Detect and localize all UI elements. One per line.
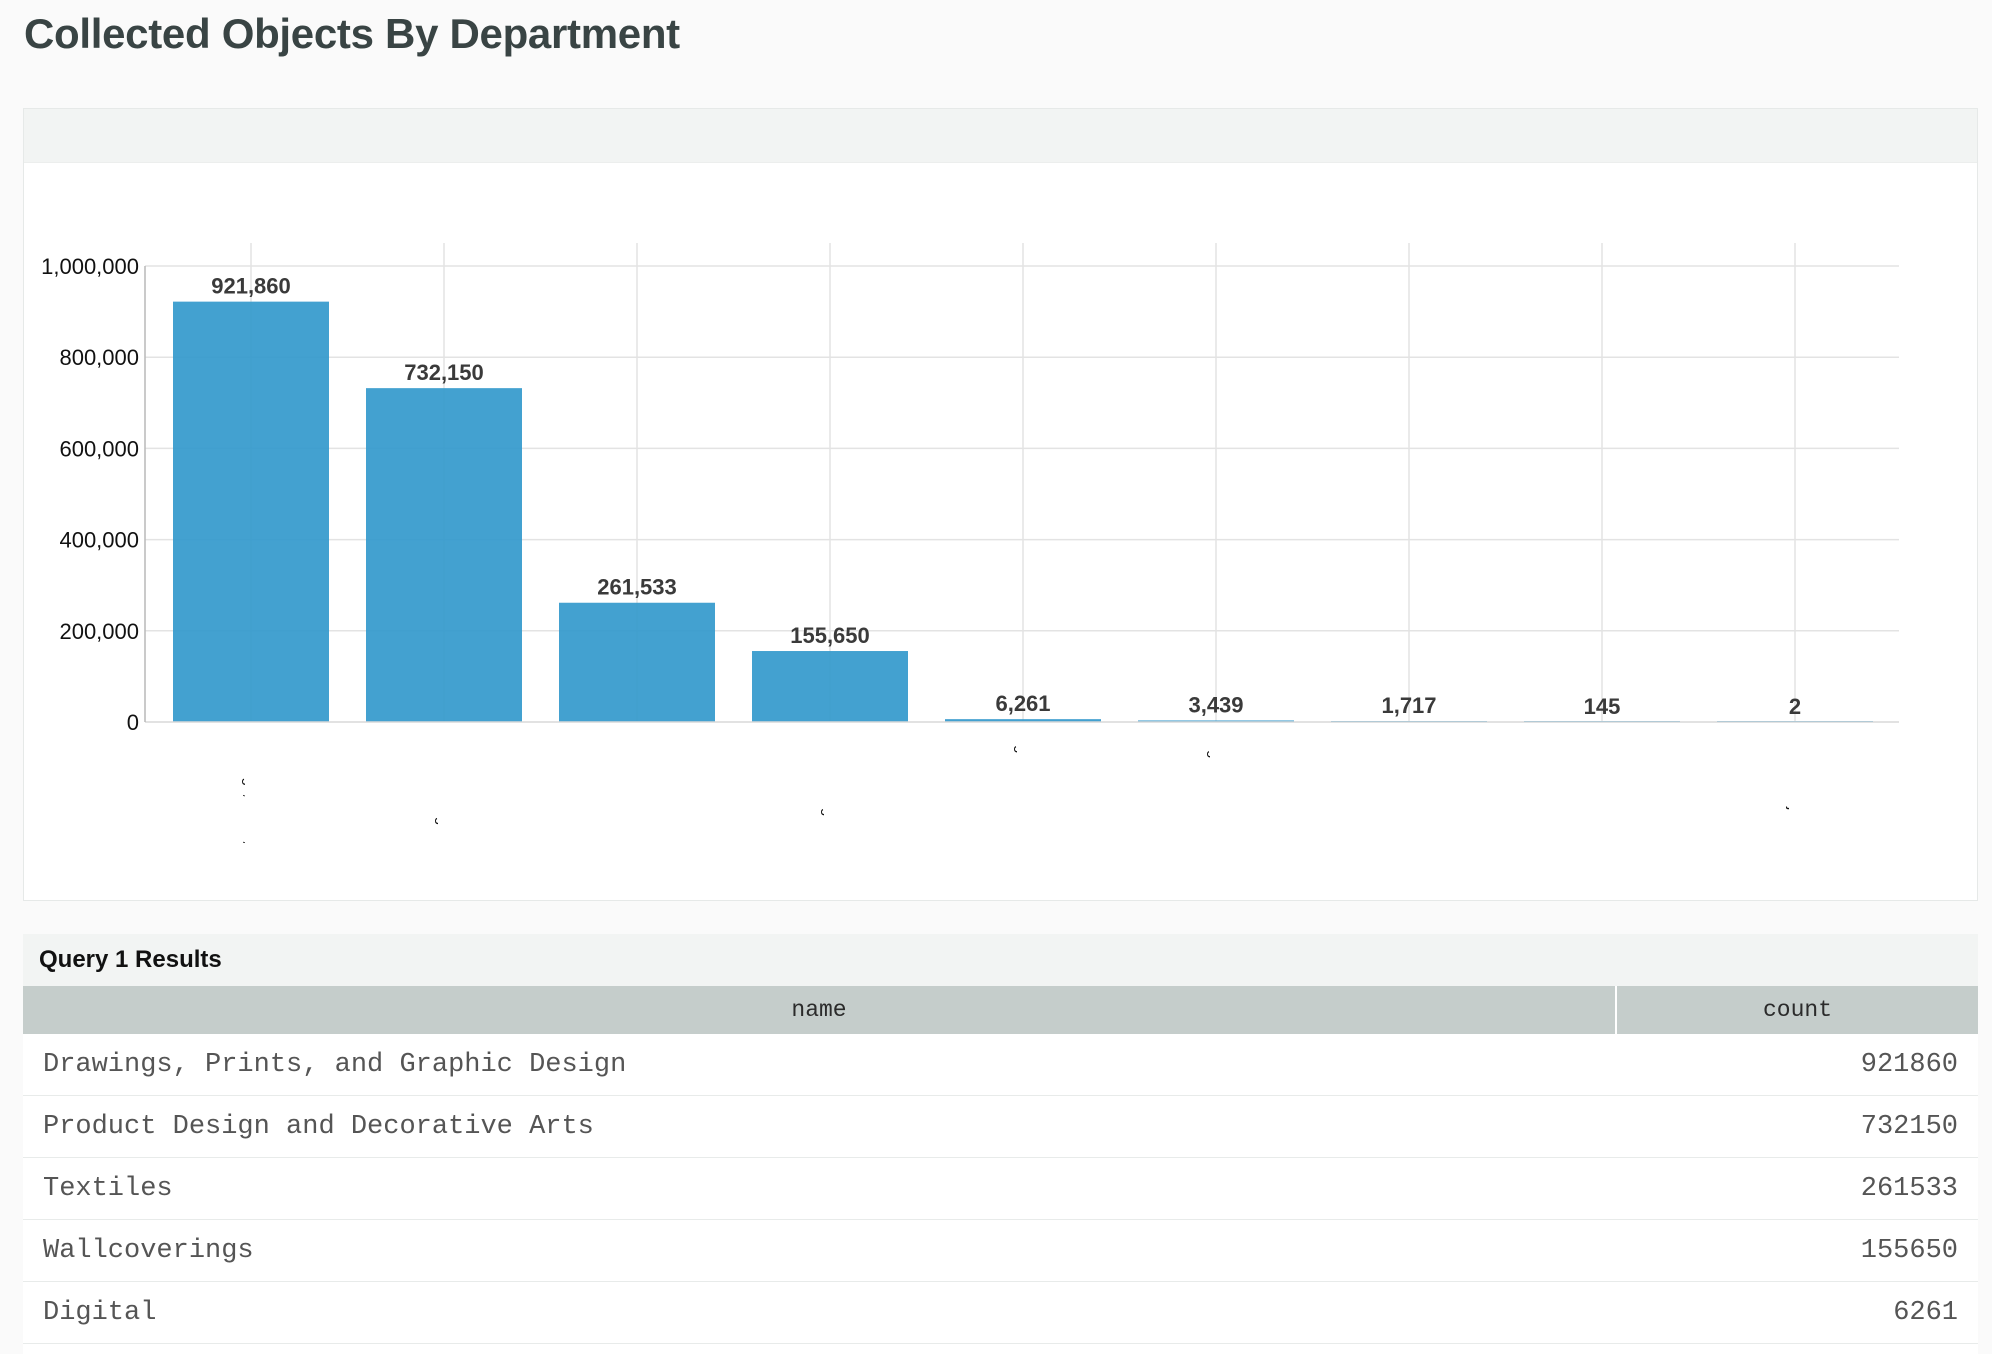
count-cell: 921860 (1616, 1034, 1978, 1096)
data-label: 1,717 (1381, 693, 1436, 718)
name-cell: Digital (23, 1281, 1616, 1344)
table-row: Product Design and Decorative Arts 73215… (23, 1095, 1978, 1158)
y-tick-label: 800,000 (59, 345, 139, 370)
x-category-label: Smithsonian Libraries (1592, 731, 1609, 875)
x-category-label: Registrars Office (1206, 731, 1223, 842)
bar (1138, 720, 1294, 722)
bar (366, 388, 522, 722)
results-panel: Query 1 Results name count Drawings, Pri… (23, 934, 1978, 1354)
table-row: Textiles 261533 (23, 1157, 1978, 1220)
count-cell: 6261 (1616, 1281, 1978, 1344)
page-title: Collected Objects By Department (24, 10, 680, 57)
y-tick-label: 1,000,000 (41, 254, 139, 279)
data-label: 6,261 (995, 691, 1050, 716)
x-category-label: Product Design and Dec (434, 731, 451, 894)
y-tick-label: 600,000 (59, 436, 139, 461)
count-cell: 155650 (1616, 1219, 1978, 1282)
name-cell: Drawings, Prints, and Graphic Design (23, 1034, 1616, 1096)
bar (559, 602, 715, 722)
x-category-label: Wallcoverings (820, 731, 837, 824)
column-header-count[interactable]: count (1616, 986, 1978, 1034)
x-category-label: Archives (1399, 731, 1416, 789)
name-cell: Wallcoverings (23, 1219, 1616, 1282)
data-label: 155,650 (790, 623, 870, 648)
y-tick-label: 400,000 (59, 528, 139, 553)
data-label: 2 (1789, 694, 1801, 719)
data-label: 145 (1584, 694, 1621, 719)
table-row: Digital 6261 (23, 1281, 1978, 1344)
bar (173, 301, 329, 722)
bar-chart: 0 200,000 400,000 600,000 800,000 1,000,000 92… (41, 243, 1899, 894)
table-row: Wallcoverings 155650 (23, 1219, 1978, 1282)
name-cell: Textiles (23, 1157, 1616, 1220)
x-category-label: Textiles (627, 731, 644, 781)
column-header-name[interactable]: name (23, 986, 1617, 1034)
results-title: Query 1 Results (23, 934, 1978, 986)
data-label: 261,533 (597, 575, 677, 600)
x-category-label: Drawings, Prints, and Gi (241, 731, 258, 893)
table-row: Drawings, Prints, and Graphic Design 921… (23, 1034, 1978, 1096)
name-cell: Product Design and Decorative Arts (23, 1095, 1616, 1158)
y-tick-label: 0 (127, 710, 139, 735)
table-header-row: name count (23, 986, 1978, 1034)
count-cell: 261533 (1616, 1157, 1978, 1220)
y-tick-label: 200,000 (59, 619, 139, 644)
x-category-label: Deleted Objects (1785, 731, 1802, 838)
chart-panel-header (24, 109, 1977, 163)
x-category-label: Digital (1013, 731, 1030, 773)
data-label: 921,860 (211, 274, 291, 299)
results-table: name count Drawings, Prints, and Graphic… (23, 986, 1978, 1344)
data-label: 732,150 (404, 360, 484, 385)
data-label: 3,439 (1188, 692, 1243, 717)
count-cell: 732150 (1616, 1095, 1978, 1158)
bar (752, 651, 908, 722)
chart-panel: 0 200,000 400,000 600,000 800,000 1,000,000 92… (23, 108, 1978, 901)
bar (945, 719, 1101, 722)
